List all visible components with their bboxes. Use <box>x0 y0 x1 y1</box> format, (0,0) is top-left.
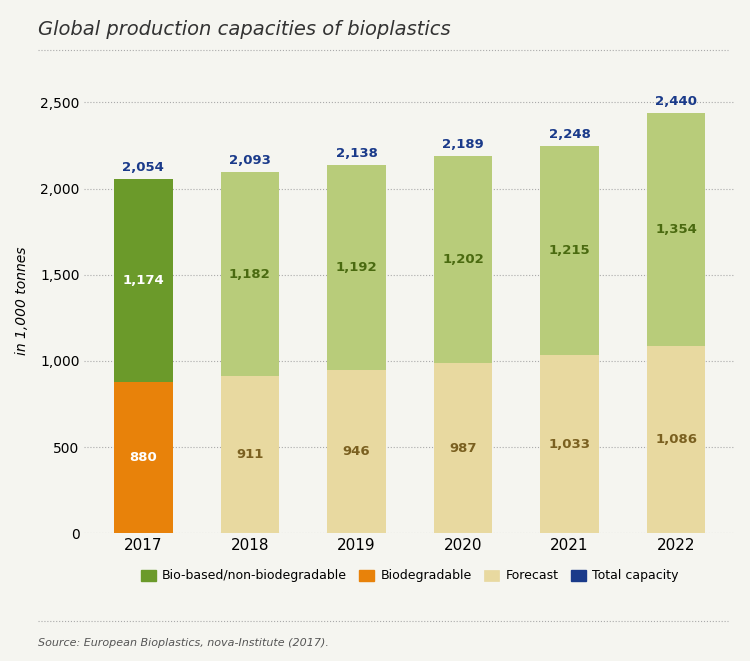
Text: 2,138: 2,138 <box>335 147 377 159</box>
Y-axis label: in 1,000 tonnes: in 1,000 tonnes <box>15 247 29 355</box>
Bar <box>433 156 492 363</box>
Bar <box>220 173 279 376</box>
Text: 2,093: 2,093 <box>229 154 271 167</box>
Bar <box>540 355 598 533</box>
Text: 1,215: 1,215 <box>549 244 590 257</box>
Bar <box>540 146 598 355</box>
Text: Source: European Bioplastics, nova-Institute (2017).: Source: European Bioplastics, nova-Insti… <box>38 638 328 648</box>
Bar <box>220 376 279 533</box>
Bar <box>327 370 386 533</box>
Text: 2,248: 2,248 <box>549 128 590 141</box>
Text: 1,086: 1,086 <box>656 433 698 446</box>
Bar <box>433 363 492 533</box>
Text: 946: 946 <box>343 446 370 458</box>
Text: 2,440: 2,440 <box>656 95 698 108</box>
Text: 1,174: 1,174 <box>122 274 164 287</box>
Text: 1,033: 1,033 <box>548 438 590 451</box>
Bar <box>114 381 172 533</box>
Text: 880: 880 <box>130 451 158 464</box>
Bar <box>646 346 706 533</box>
Bar <box>646 112 706 346</box>
Text: 911: 911 <box>236 448 263 461</box>
Text: 987: 987 <box>449 442 477 455</box>
Text: 2,054: 2,054 <box>122 161 164 174</box>
Legend: Bio-based/non-biodegradable, Biodegradable, Forecast, Total capacity: Bio-based/non-biodegradable, Biodegradab… <box>136 564 684 588</box>
Text: 1,354: 1,354 <box>656 223 697 236</box>
Text: 1,192: 1,192 <box>336 261 377 274</box>
Bar <box>327 165 386 370</box>
Text: 2,189: 2,189 <box>442 137 484 151</box>
Text: Global production capacities of bioplastics: Global production capacities of bioplast… <box>38 20 450 39</box>
Bar <box>114 179 172 381</box>
Text: 1,182: 1,182 <box>229 268 271 281</box>
Text: 1,202: 1,202 <box>442 253 484 266</box>
